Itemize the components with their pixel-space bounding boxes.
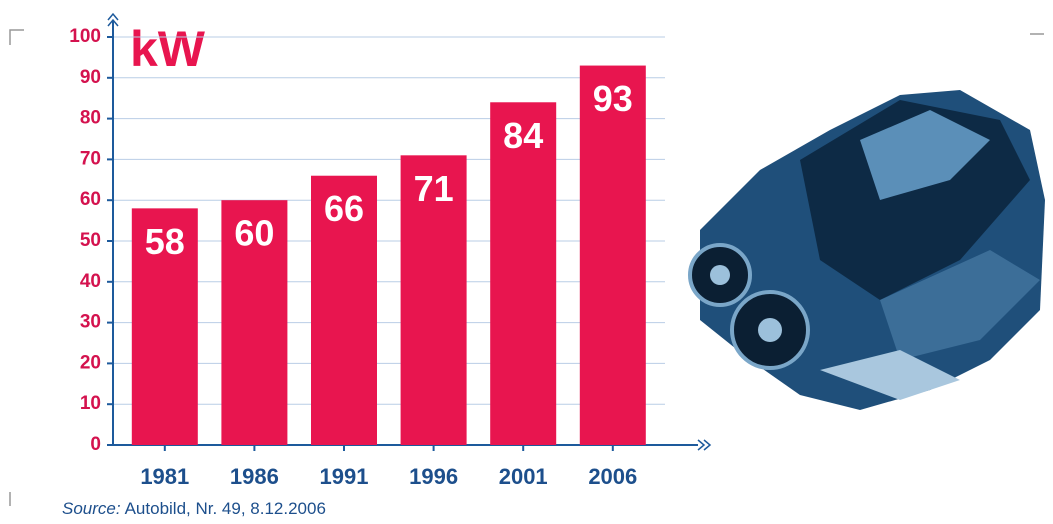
- value-label: 93: [593, 78, 633, 119]
- chart-title: kW: [130, 21, 206, 77]
- value-label: 60: [234, 213, 274, 254]
- y-axis-arrow: [107, 12, 119, 27]
- bar: [311, 175, 377, 445]
- source-text: Autobild, Nr. 49, 8.12.2006: [125, 499, 326, 518]
- y-tick-label: 20: [80, 352, 101, 373]
- x-tick-label: 1991: [320, 464, 369, 489]
- y-tick-label: 40: [80, 271, 101, 292]
- x-axis-arrow: [697, 439, 712, 451]
- bar: [400, 155, 467, 445]
- bar: [221, 200, 288, 445]
- value-label: 66: [324, 188, 364, 229]
- source-label: Source:: [62, 499, 121, 518]
- y-tick-label: 90: [80, 67, 101, 88]
- bar: [579, 65, 646, 445]
- source: Source: Autobild, Nr. 49, 8.12.2006: [62, 499, 326, 518]
- value-label: 71: [414, 168, 454, 209]
- corner-marks: [9, 29, 1044, 506]
- engine-illustration: [688, 90, 1045, 410]
- x-tick-label: 2006: [588, 464, 637, 489]
- x-tick-label: 1996: [409, 464, 458, 489]
- value-label: 58: [145, 221, 185, 262]
- bar: [131, 208, 198, 445]
- y-tick-label: 0: [90, 434, 101, 455]
- y-tick-label: 10: [80, 393, 101, 414]
- y-tick-label: 80: [80, 108, 101, 129]
- x-tick-label: 2001: [499, 464, 548, 489]
- value-label: 84: [503, 115, 543, 156]
- y-tick-label: 70: [80, 148, 101, 169]
- x-tick-label: 1981: [140, 464, 189, 489]
- y-tick-label: 60: [80, 189, 101, 210]
- y-tick-label: 100: [69, 26, 101, 47]
- bar: [490, 102, 557, 445]
- x-tick-label: 1986: [230, 464, 279, 489]
- y-tick-label: 50: [80, 230, 101, 251]
- y-tick-label: 30: [80, 312, 101, 333]
